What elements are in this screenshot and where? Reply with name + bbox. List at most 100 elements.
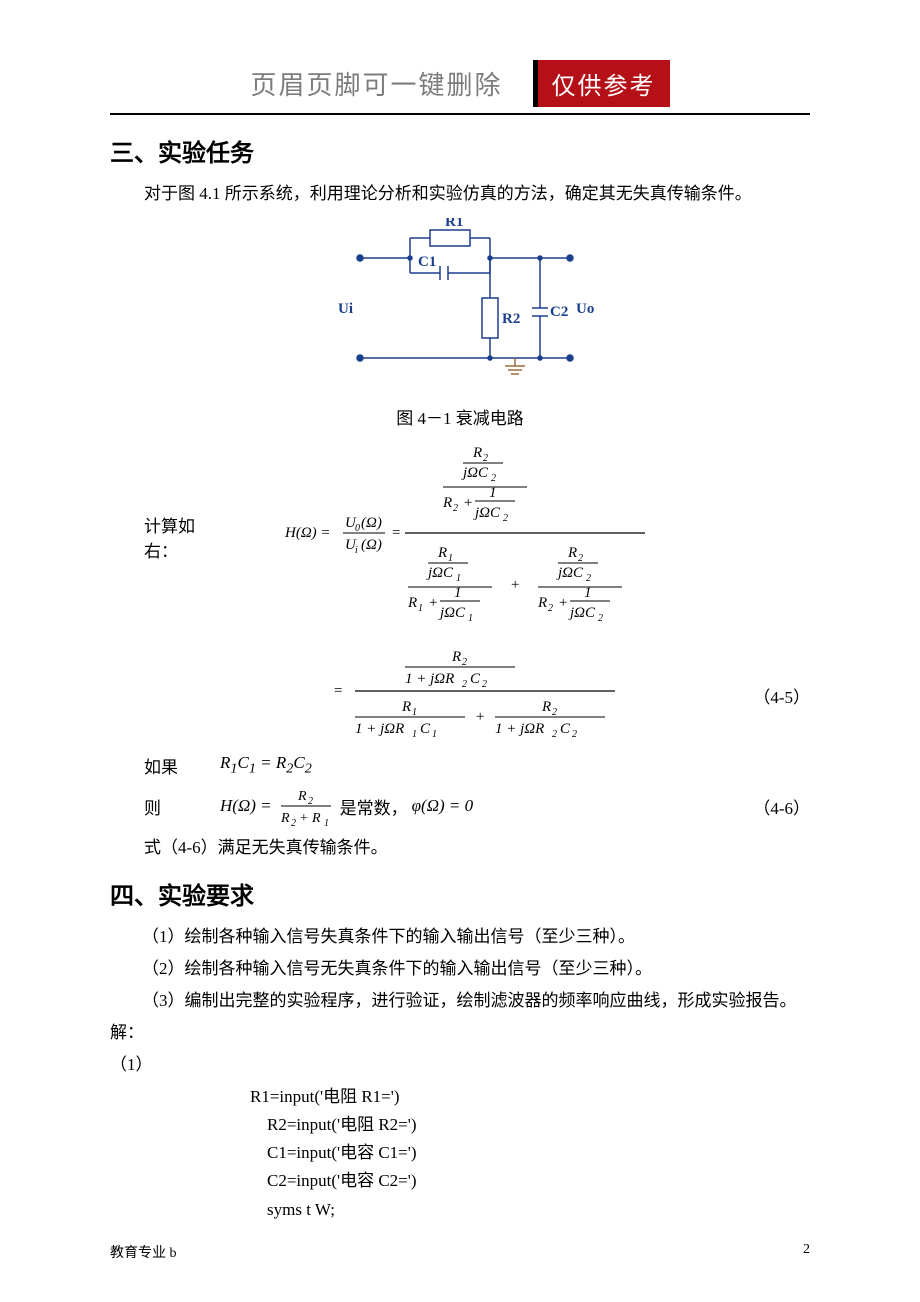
calc-label: 计算如右： [110,512,220,562]
svg-text:1: 1 [324,818,329,826]
svg-text:2: 2 [462,657,467,668]
svg-text:+: + [558,595,568,611]
svg-text:2: 2 [572,729,577,740]
code-line: syms t W; [267,1196,810,1224]
svg-text:=: = [333,683,343,699]
equation-simplified-body: = R2 1 + jΩR2 C2 R1 1 + jΩR1 [220,645,730,745]
solution-label: 解： [110,1019,810,1047]
svg-text:2: 2 [483,453,488,464]
svg-text:R: R [437,545,447,561]
svg-text:2: 2 [598,613,603,624]
svg-text:1: 1 [432,729,437,740]
svg-text:i: i [355,545,358,556]
svg-text:+: + [463,495,473,511]
conclusion-text: 式（4-6）满足无失真传输条件。 [110,834,810,862]
svg-text:1: 1 [489,485,497,501]
phi-equation: φ(Ω) = 0 [412,796,474,816]
svg-text:2: 2 [291,818,296,826]
equation-h-omega: H(Ω) = U0(Ω) Ui(Ω) = R2 jΩC2 [220,437,730,637]
result-row: 则 H(Ω) = R2 R2 + R1 是常数， φ(Ω) = 0 （4-6） [110,786,810,826]
svg-text:jΩC: jΩC [568,605,596,621]
if-equation: R1C1 = R2C2 [220,753,312,777]
svg-text:+ R: + R [299,811,321,826]
eq-number-4-5: （4-5） [730,683,810,708]
svg-text:2: 2 [462,679,467,690]
section-requirements-title: 四、实验要求 [110,876,810,911]
svg-text:2: 2 [578,553,583,564]
circuit-diagram: R1 C1 R2 C2 Ui Uo [110,218,810,398]
svg-text:1 + jΩR: 1 + jΩR [355,721,404,737]
svg-text:jΩC: jΩC [473,505,501,521]
if-label: 如果 [110,753,220,778]
svg-text:R: R [442,495,452,511]
svg-text:R: R [472,445,482,461]
svg-text:1: 1 [412,729,417,740]
svg-text:2: 2 [586,573,591,584]
svg-text:1 + jΩR: 1 + jΩR [495,721,544,737]
label-uo: Uo [576,301,594,317]
svg-text:1: 1 [418,603,423,614]
svg-text:2: 2 [308,796,313,807]
svg-text:2: 2 [552,707,557,718]
label-c2: C2 [550,304,568,320]
svg-text:R: R [537,595,547,611]
header-text: 页眉页脚可一键删除 [250,65,502,102]
svg-text:2: 2 [482,679,487,690]
svg-text:1: 1 [456,573,461,584]
requirements-list: （1）绘制各种输入信号失真条件下的输入输出信号（至少三种）。 （2）绘制各种输入… [142,923,810,1015]
svg-text:R: R [407,595,417,611]
equation-main: 计算如右： H(Ω) = U0(Ω) Ui(Ω) = R2 jΩC [110,437,810,637]
svg-text:C: C [470,671,481,687]
svg-text:1: 1 [454,585,462,601]
code-line: C1=input('电容 C1=') [267,1139,810,1167]
svg-text:2: 2 [503,513,508,524]
result-equation: H(Ω) = R2 R2 + R1 是常数， φ(Ω) = 0 [220,786,730,826]
svg-text:R: R [541,699,551,715]
part1-label: （1） [110,1051,810,1079]
svg-text:2: 2 [552,729,557,740]
code-block: R1=input('电阻 R1=') R2=input('电阻 R2=') C1… [250,1083,810,1223]
svg-text:H(Ω) =: H(Ω) = [285,525,331,541]
condition-row: 如果 R1C1 = R2C2 [110,753,810,778]
svg-text:2: 2 [548,603,553,614]
svg-text:+: + [510,577,520,593]
svg-text:R: R [401,699,411,715]
section-task-title: 三、实验任务 [110,133,810,168]
svg-text:jΩC: jΩC [461,465,489,481]
svg-text:1: 1 [448,553,453,564]
eq-number-4-6: （4-6） [730,794,810,819]
svg-text:=: = [391,525,401,541]
svg-text:(Ω): (Ω) [361,537,382,553]
equation-simplified: = R2 1 + jΩR2 C2 R1 1 + jΩR1 [110,645,810,745]
figure-caption: 图 4－1 衰减电路 [110,404,810,429]
svg-text:C: C [560,721,571,737]
svg-text:(Ω): (Ω) [361,515,382,531]
page-header: 页眉页脚可一键删除 仅供参考 [110,60,810,107]
svg-text:1: 1 [412,707,417,718]
svg-text:jΩC: jΩC [426,565,454,581]
code-line: R2=input('电阻 R2=') [267,1111,810,1139]
task-intro: 对于图 4.1 所示系统，利用理论分析和实验仿真的方法，确定其无失真传输条件。 [110,180,810,208]
svg-text:1: 1 [584,585,592,601]
svg-text:C: C [420,721,431,737]
svg-text:+: + [475,709,485,725]
req-3: （3）编制出完整的实验程序，进行验证，绘制滤波器的频率响应曲线，形成实验报告。 [142,987,810,1015]
footer-left: 教育专业 b [110,1242,177,1262]
svg-text:+: + [428,595,438,611]
reference-badge: 仅供参考 [533,60,670,107]
svg-text:2: 2 [453,503,458,514]
svg-text:jΩC: jΩC [556,565,584,581]
const-text: 是常数， [340,794,408,819]
svg-text:jΩC: jΩC [438,605,466,621]
svg-text:1 + jΩR: 1 + jΩR [405,671,454,687]
label-r2: R2 [502,311,520,327]
svg-text:R: R [280,811,290,826]
label-ui: Ui [338,301,353,317]
header-rule [110,113,810,115]
req-1: （1）绘制各种输入信号失真条件下的输入输出信号（至少三种）。 [142,923,810,951]
svg-text:2: 2 [491,473,496,484]
svg-text:R: R [567,545,577,561]
req-2: （2）绘制各种输入信号无失真条件下的输入输出信号（至少三种）。 [142,955,810,983]
svg-text:R: R [451,649,461,665]
svg-text:R: R [297,789,307,804]
